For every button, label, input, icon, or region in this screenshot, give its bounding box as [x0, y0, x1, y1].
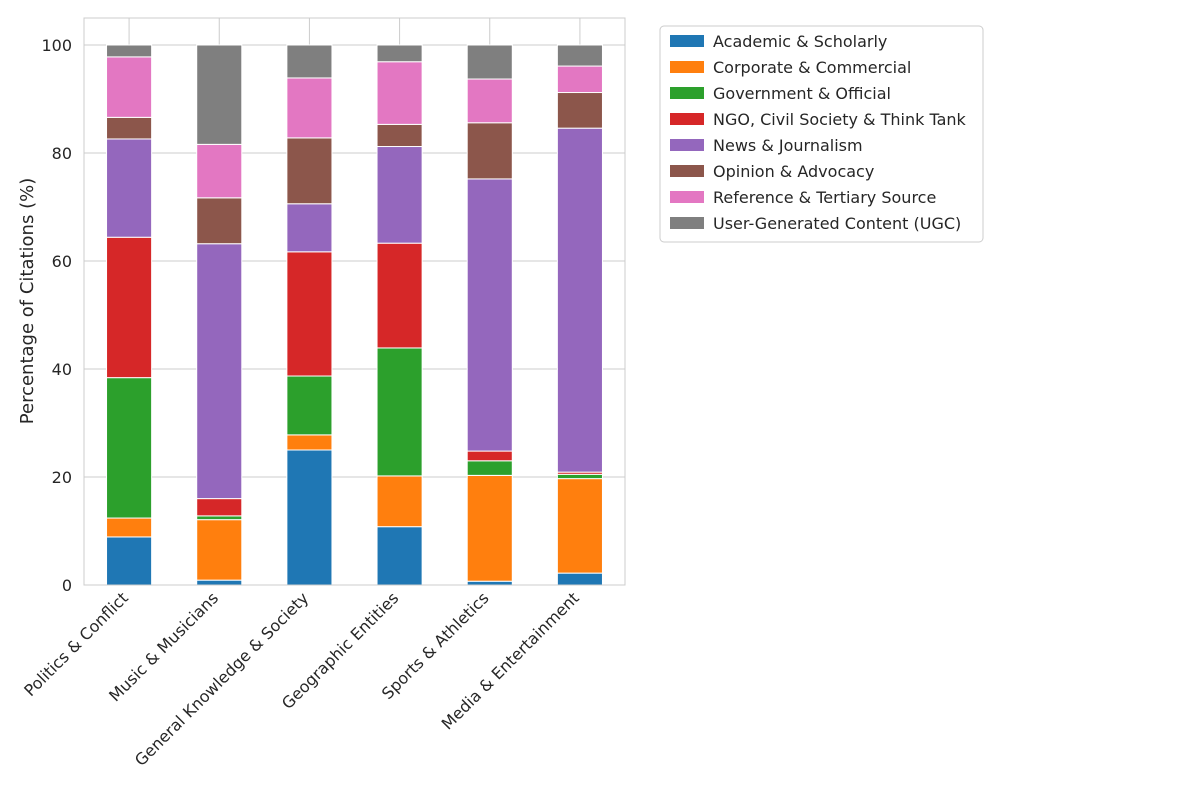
legend-label: NGO, Civil Society & Think Tank [713, 110, 967, 129]
bar-segment [196, 243, 243, 500]
legend: Academic & Scholarly Corporate & Commerci… [659, 25, 984, 243]
bar-segment [376, 475, 423, 528]
x-tick-label: General Knowledge & Society [131, 588, 312, 769]
bar-segment [196, 519, 243, 581]
bar-segment [286, 434, 333, 451]
legend-label: Academic & Scholarly [713, 32, 887, 51]
bar-segment [286, 44, 333, 79]
bar-segment [376, 61, 423, 125]
bar-segment [286, 137, 333, 205]
y-axis-title: Percentage of Citations (%) [17, 178, 38, 424]
bar-segment [106, 116, 153, 140]
bar-segment [106, 236, 153, 379]
legend-swatch [670, 61, 704, 73]
plot-frame [83, 17, 626, 586]
bar-segment [196, 197, 243, 245]
bar-segment [196, 579, 243, 586]
legend-label: Corporate & Commercial [713, 58, 911, 77]
y-tick-label: 20 [52, 468, 72, 487]
y-axis-tick-labels: 0 20 40 60 80 100 [41, 36, 72, 595]
bar-segment [466, 78, 513, 124]
legend-label: Government & Official [713, 84, 891, 103]
plot-area [84, 18, 625, 585]
bar-segment [196, 44, 243, 145]
legend-swatch [670, 139, 704, 151]
y-tick-label: 60 [52, 252, 72, 271]
legend-items: Academic & Scholarly Corporate & Commerci… [670, 32, 967, 233]
bar-segment [466, 44, 513, 80]
legend-swatch [670, 87, 704, 99]
legend-swatch [670, 35, 704, 47]
bar-segment [196, 515, 243, 521]
bar-segment [286, 449, 333, 586]
legend-label: User-Generated Content (UGC) [713, 214, 961, 233]
bar-segment [106, 517, 153, 538]
bar-segment [556, 572, 603, 586]
bar-segment [376, 44, 423, 63]
y-tick-label: 80 [52, 144, 72, 163]
bar-segment [376, 526, 423, 586]
bar-segment [466, 474, 513, 582]
y-tick-label: 40 [52, 360, 72, 379]
bars [106, 44, 603, 586]
bar-segment [196, 143, 243, 199]
bar-segment [106, 377, 153, 519]
legend-label: News & Journalism [713, 136, 863, 155]
legend-label: Reference & Tertiary Source [713, 188, 936, 207]
bar-segment [466, 580, 513, 586]
bar-segment [286, 251, 333, 377]
bar-segment [286, 77, 333, 139]
legend-label: Opinion & Advocacy [713, 162, 874, 181]
legend-swatch [670, 113, 704, 125]
bar-segment [376, 347, 423, 477]
bar-segment [286, 375, 333, 436]
bar-segment [556, 478, 603, 574]
bar-segment [106, 138, 153, 238]
bar-segment [466, 178, 513, 452]
legend-swatch [670, 165, 704, 177]
bar-segment [466, 450, 513, 462]
bar-segment [286, 203, 333, 253]
bar-segment [466, 460, 513, 476]
legend-swatch [670, 191, 704, 203]
bar-segment [106, 44, 153, 58]
bar-segment [376, 242, 423, 349]
bar-segment [196, 498, 243, 517]
bar-segment [376, 123, 423, 148]
bar-segment [466, 122, 513, 180]
bar-segment [556, 65, 603, 94]
bar-segment [556, 473, 603, 480]
bar-segment [376, 146, 423, 244]
bar-segment [556, 127, 603, 473]
bar-segment [556, 92, 603, 129]
bar-segment [106, 536, 153, 586]
legend-frame [659, 25, 984, 243]
legend-swatch [670, 217, 704, 229]
bar-segment [556, 44, 603, 67]
bar-segment [106, 56, 153, 118]
y-tick-label: 100 [41, 36, 72, 55]
y-tick-label: 0 [62, 576, 72, 595]
